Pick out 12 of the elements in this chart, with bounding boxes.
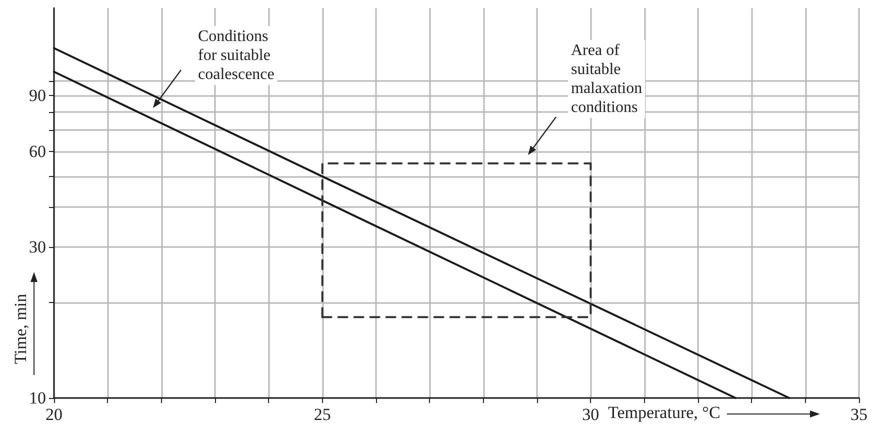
x-axis-title: Temperature, °C bbox=[608, 403, 720, 422]
y-axis-title: Time, min bbox=[11, 293, 30, 364]
annotation: Area of suitable malaxation conditions bbox=[571, 42, 642, 116]
annotation: Conditions for suitable coalescence bbox=[198, 28, 274, 83]
y-tick-label: 30 bbox=[29, 237, 46, 256]
y-tick-label: 90 bbox=[29, 86, 46, 106]
y-tick-label: 60 bbox=[29, 142, 46, 161]
x-tick-label: 35 bbox=[850, 405, 868, 424]
x-tick-label: 30 bbox=[582, 405, 600, 424]
y-tick-label: 10 bbox=[29, 388, 46, 408]
x-tick-label: 25 bbox=[314, 405, 331, 424]
x-tick-label: 20 bbox=[46, 405, 62, 424]
